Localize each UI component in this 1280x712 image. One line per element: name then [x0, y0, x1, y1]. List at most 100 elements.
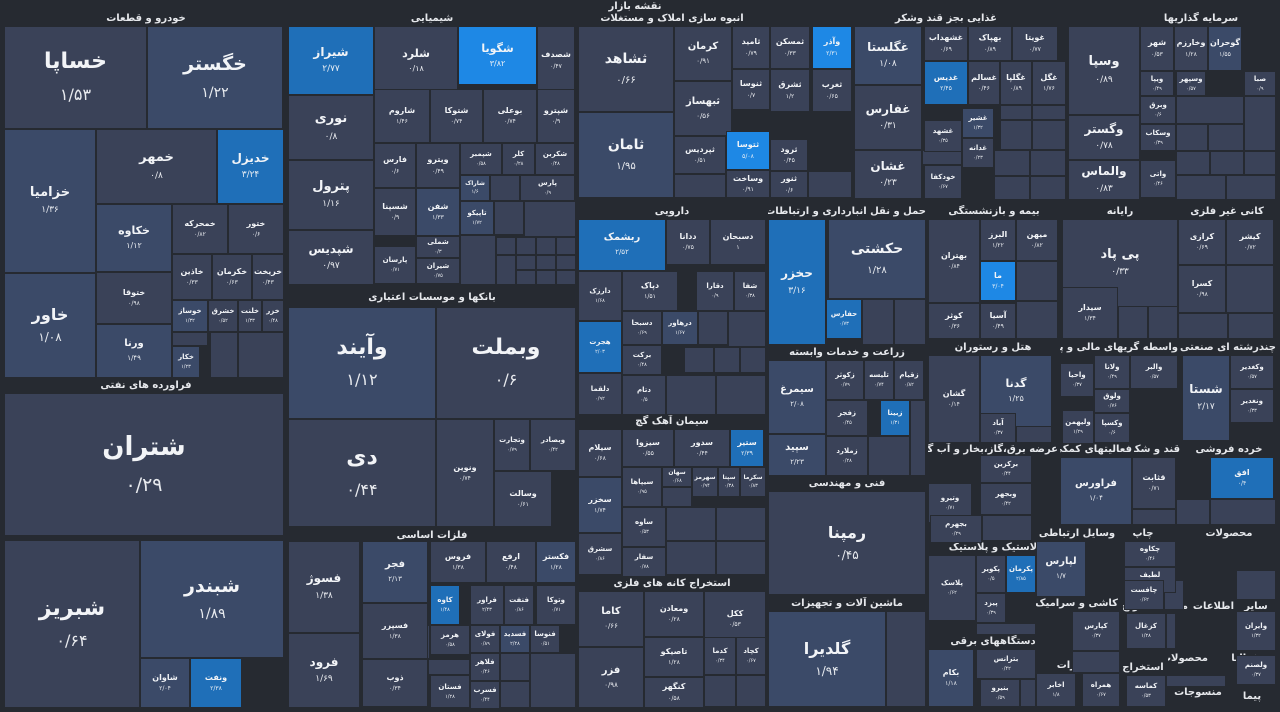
stock-tile[interactable]: خلنت ۱/۳۳: [238, 300, 262, 332]
stock-tile[interactable]: غگل ۱/۷۶: [1032, 61, 1066, 105]
stock-tile[interactable]: دتام ۰/۵: [622, 375, 666, 415]
stock-tile[interactable]: فارس ۰/۶: [374, 143, 416, 188]
stock-tile-minor[interactable]: [1132, 509, 1176, 525]
stock-tile[interactable]: درهاور ۱/۶۷: [662, 311, 698, 345]
stock-tile-minor[interactable]: [976, 623, 1036, 635]
stock-tile[interactable]: فکستر ۱/۲۸: [536, 541, 576, 583]
stock-tile[interactable]: فنفت ۰/۸۶: [504, 585, 534, 625]
stock-tile[interactable]: پیزد ۰/۳۹: [976, 593, 1006, 623]
stock-tile[interactable]: زملارد ۰/۲۸: [826, 436, 868, 476]
stock-tile[interactable]: فزر ۰/۹۸: [578, 647, 644, 708]
stock-tile[interactable]: خاذین ۰/۳۳: [172, 254, 212, 300]
stock-tile[interactable]: فسوژ ۱/۳۸: [288, 541, 360, 633]
stock-tile-minor[interactable]: [536, 255, 556, 270]
stock-tile[interactable]: ربشمک ۲/۵۲: [578, 219, 666, 271]
stock-tile-minor[interactable]: [1176, 96, 1244, 124]
stock-tile[interactable]: فروس ۱/۳۸: [430, 541, 486, 583]
stock-tile[interactable]: ثشرق ۱/۲: [770, 69, 810, 112]
stock-tile[interactable]: شتوکا ۰/۷۴: [430, 89, 483, 143]
stock-tile[interactable]: شفا ۰/۳۸: [734, 271, 766, 311]
stock-tile[interactable]: شفن ۱/۳۳: [416, 188, 460, 236]
stock-tile-minor[interactable]: [1176, 124, 1208, 151]
stock-tile[interactable]: غویتا ۰/۷۷: [1012, 26, 1058, 61]
stock-tile-minor[interactable]: [172, 332, 208, 346]
stock-tile[interactable]: ما ۳/۰۴: [980, 261, 1016, 301]
stock-tile[interactable]: ارفع ۰/۴۸: [486, 541, 536, 583]
stock-tile-minor[interactable]: [1228, 313, 1274, 339]
stock-tile[interactable]: ولصنم ۰/۳۷: [1236, 655, 1276, 685]
stock-tile-minor[interactable]: [714, 347, 740, 373]
stock-tile[interactable]: فسدید ۲/۲۸: [500, 625, 530, 653]
stock-tile-minor[interactable]: [666, 507, 716, 541]
stock-tile[interactable]: بهپاک ۰/۸۹: [968, 26, 1012, 61]
stock-tile-minor[interactable]: [922, 150, 962, 165]
stock-tile[interactable]: تاصیکو ۱/۲۸: [644, 637, 704, 677]
stock-tile[interactable]: بجهرم ۰/۲۹: [930, 515, 982, 543]
stock-tile[interactable]: ساوه ۰/۵۳: [622, 507, 666, 547]
stock-tile[interactable]: دسبحان ۱: [710, 219, 766, 265]
stock-tile[interactable]: پارسان ۰/۷۱: [374, 246, 416, 284]
stock-tile[interactable]: بوعلی ۰/۷۴: [483, 89, 537, 143]
stock-tile[interactable]: شاوان ۲/۰۴: [140, 658, 190, 708]
stock-tile[interactable]: وکسپا ۰/۶: [1094, 413, 1130, 443]
stock-tile[interactable]: ذوب ۰/۳۴: [362, 659, 428, 707]
stock-tile-minor[interactable]: [1020, 679, 1036, 707]
stock-tile[interactable]: ثامید ۰/۷۹: [732, 26, 770, 69]
stock-tile[interactable]: همراه ۰/۶۷: [1082, 673, 1120, 707]
stock-tile[interactable]: غدانه ۰/۲۳: [962, 138, 994, 168]
stock-tile[interactable]: ستیر ۲/۳۹: [730, 429, 764, 467]
stock-tile-minor[interactable]: [1030, 176, 1066, 200]
stock-tile[interactable]: سخزر ۱/۷۴: [578, 477, 622, 533]
stock-tile-minor[interactable]: [1166, 675, 1226, 687]
stock-tile-minor[interactable]: [728, 311, 766, 347]
stock-tile-minor[interactable]: [496, 237, 516, 255]
stock-tile-minor[interactable]: [662, 487, 692, 507]
stock-tile-minor[interactable]: [556, 270, 576, 285]
stock-tile[interactable]: شاراک ۱/۶: [460, 175, 490, 201]
stock-tile[interactable]: لپارس ۱/۷: [1036, 541, 1086, 597]
stock-tile[interactable]: تاپیکو ۱/۷۲: [460, 201, 494, 235]
stock-tile[interactable]: خمحرکه ۰/۸۲: [172, 204, 228, 254]
stock-tile[interactable]: زفجر ۰/۴۵: [826, 400, 868, 436]
stock-tile-minor[interactable]: [982, 515, 1032, 541]
stock-tile[interactable]: غسالم ۰/۴۶: [968, 61, 1000, 105]
stock-tile-minor[interactable]: [556, 255, 576, 270]
stock-tile[interactable]: فراورس ۱/۰۴: [1060, 457, 1132, 525]
stock-tile[interactable]: کاوه ۱/۴۸: [430, 585, 460, 625]
stock-tile[interactable]: غدیس ۲/۴۵: [924, 61, 968, 105]
stock-tile-minor[interactable]: [910, 400, 926, 476]
stock-tile-minor[interactable]: [1210, 499, 1276, 525]
stock-tile[interactable]: پی پاد ۰/۳۳: [1062, 219, 1178, 307]
stock-tile[interactable]: وبرق ۰/۶: [1140, 96, 1176, 124]
stock-tile-minor[interactable]: [1032, 105, 1066, 120]
stock-tile-minor[interactable]: [894, 299, 926, 345]
stock-tile-minor[interactable]: [536, 237, 556, 255]
stock-tile-minor[interactable]: [698, 311, 728, 345]
stock-tile-minor[interactable]: [1072, 651, 1120, 673]
stock-tile[interactable]: ختوقا ۰/۹۸: [96, 272, 172, 324]
stock-tile[interactable]: فولای ۰/۸۹: [470, 625, 500, 653]
stock-tile-minor[interactable]: [666, 375, 716, 415]
stock-tile-minor[interactable]: [1244, 151, 1276, 175]
stock-tile[interactable]: پترول ۱/۱۶: [288, 160, 374, 230]
stock-tile[interactable]: شیران ۰/۷۵: [416, 258, 460, 284]
stock-tile[interactable]: ختور ۰/۶: [228, 204, 284, 254]
stock-tile-minor[interactable]: [516, 270, 536, 285]
stock-tile[interactable]: غشهد ۰/۳۵: [924, 120, 962, 152]
stock-tile-minor[interactable]: [684, 347, 714, 373]
stock-tile[interactable]: گوحران ۱/۵۵: [1208, 26, 1242, 71]
stock-tile[interactable]: سیمرغ ۲/۰۸: [768, 360, 826, 434]
stock-tile-minor[interactable]: [500, 681, 530, 708]
stock-tile[interactable]: شملی ۰/۳: [416, 236, 460, 258]
stock-tile[interactable]: وسکاب ۰/۳۹: [1140, 124, 1176, 151]
stock-tile[interactable]: دارزک ۱/۶۸: [578, 271, 622, 321]
stock-tile[interactable]: حخزر ۳/۱۶: [768, 219, 826, 345]
stock-tile[interactable]: فجر ۲/۱۳: [362, 541, 428, 603]
stock-tile[interactable]: خزامیا ۱/۳۶: [4, 129, 96, 273]
stock-tile[interactable]: سیلام ۰/۶۸: [578, 429, 622, 477]
stock-tile[interactable]: بهتران ۰/۸۴: [928, 219, 980, 303]
stock-tile-minor[interactable]: [740, 347, 766, 373]
stock-tile[interactable]: فسپرر ۱/۳۸: [362, 603, 428, 659]
stock-tile[interactable]: وایران ۱/۳۲: [1236, 611, 1276, 651]
stock-tile[interactable]: ولانا ۰/۴۹: [1094, 355, 1130, 389]
